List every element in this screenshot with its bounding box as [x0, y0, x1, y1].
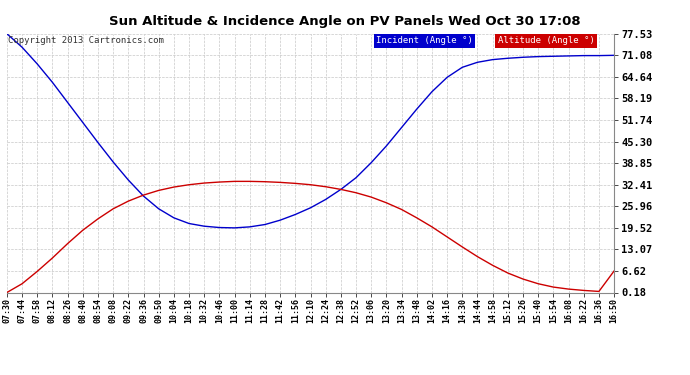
Text: Incident (Angle °): Incident (Angle °) [376, 36, 473, 45]
Text: Copyright 2013 Cartronics.com: Copyright 2013 Cartronics.com [8, 36, 164, 45]
Text: Sun Altitude & Incidence Angle on PV Panels Wed Oct 30 17:08: Sun Altitude & Incidence Angle on PV Pan… [109, 15, 581, 28]
Text: Altitude (Angle °): Altitude (Angle °) [497, 36, 594, 45]
